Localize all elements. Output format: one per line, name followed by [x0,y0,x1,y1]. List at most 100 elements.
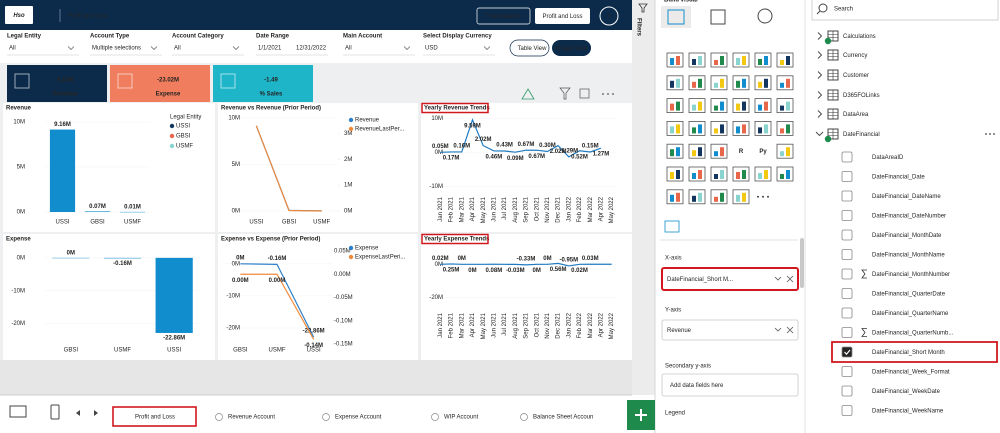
field-name[interactable]: DateFinancial_MonthName [872,253,945,259]
viz-type-icon[interactable] [710,143,728,159]
tab-label[interactable]: Profit and Loss [135,415,175,421]
viz-type-icon[interactable] [776,52,794,68]
viz-type-icon[interactable] [776,166,794,182]
tab-label[interactable]: Balance Sheet Accoun [533,415,593,421]
more-visuals[interactable] [757,195,759,198]
viz-type-icon[interactable] [757,8,773,24]
viz-type-icon[interactable] [732,75,750,91]
viz-type-icon[interactable] [776,98,794,113]
expand-chevron[interactable] [817,32,823,40]
expand-chevron[interactable] [815,131,824,137]
tab-label[interactable]: WIP Account [444,415,479,421]
more-icon[interactable] [607,93,609,95]
next-icon[interactable] [94,410,98,416]
viz-type-icon[interactable] [688,166,706,182]
focus-icon[interactable] [579,88,590,99]
viz-type-icon[interactable] [710,75,728,91]
viz-type-icon[interactable] [710,9,726,25]
help-button[interactable] [599,6,619,26]
field-name[interactable]: DateFinancial_DateNumber [872,214,946,220]
field-checkbox[interactable] [841,229,853,241]
tab-label[interactable]: Revenue Account [228,415,275,421]
field-well[interactable] [661,267,799,291]
filter-value[interactable]: All [174,46,181,52]
tab-label[interactable]: Expense Account [335,415,382,421]
field-name[interactable]: DateFinancial_Short Month [872,350,945,356]
more-icon[interactable] [612,93,614,95]
field-checkbox[interactable] [841,327,853,338]
viz-icon-label[interactable]: R [739,149,744,155]
field-name[interactable]: DateFinancial_DateName [872,194,941,200]
table-name[interactable]: Calculations [843,34,876,40]
viz-type-icon[interactable] [667,9,685,25]
field-name[interactable]: DataAreaID [872,155,904,161]
table-name[interactable]: D365FOLinks [843,93,880,99]
field-well-value[interactable]: DateFinancial_Short M... [667,277,733,283]
viz-type-icon[interactable] [688,52,706,68]
viz-type-icon[interactable] [666,143,684,159]
viz-type-icon[interactable] [754,98,772,113]
nav-button[interactable] [476,7,531,25]
viz-type-icon[interactable] [710,52,728,68]
filters-pane-title[interactable]: Filters [635,18,641,37]
viz-type-icon[interactable] [688,98,706,113]
expand-chevron[interactable] [817,91,823,99]
field-well[interactable] [661,319,799,341]
well-chevron[interactable] [774,327,782,332]
field-checkbox[interactable] [841,249,853,260]
view-button-label[interactable]: Graph View [556,46,588,52]
viz-type-icon[interactable] [666,121,684,136]
filter-icon[interactable] [559,87,571,100]
field-well-value[interactable]: Revenue [667,328,692,334]
more-options[interactable] [985,133,987,135]
field-checkbox[interactable] [841,366,853,377]
nav-button[interactable] [535,8,590,24]
field-name[interactable]: DateFinancial_WeekDate [872,389,941,395]
field-checkbox[interactable] [841,171,853,182]
more-icon[interactable] [602,93,604,95]
more-visuals[interactable] [762,195,764,198]
field-name[interactable]: DateFinancial_Week_Format [872,370,950,376]
expand-chevron[interactable] [817,51,823,59]
viz-type-icon[interactable] [732,98,750,113]
viz-type-icon[interactable] [666,75,684,91]
help-label[interactable]: ? [607,14,611,20]
viz-type-icon[interactable] [710,189,728,205]
viz-type-icon[interactable] [732,166,750,182]
field-checkbox[interactable] [841,210,853,221]
more-options[interactable] [993,133,995,135]
more-options[interactable] [989,133,991,135]
more-visuals[interactable] [767,195,769,198]
view-button[interactable] [509,39,550,57]
field-name[interactable]: DateFinancial_MonthDate [872,233,942,239]
field-checkbox[interactable] [841,268,853,280]
viz-type-icon[interactable] [688,75,706,91]
viz-type-icon[interactable] [664,220,680,233]
filter-value[interactable]: All [9,46,16,52]
viz-type-icon[interactable] [776,75,794,91]
viz-type-icon[interactable] [666,189,684,205]
field-checkbox[interactable] [841,405,853,416]
viz-type-icon[interactable] [776,121,794,136]
remove-field[interactable] [786,326,794,334]
active-tab[interactable] [112,406,197,427]
viz-type-icon[interactable] [732,189,750,205]
field-well[interactable] [661,373,799,397]
field-name[interactable]: DateFinancial_MonthNumber [872,272,950,278]
search-box[interactable] [811,0,999,21]
well-chevron[interactable] [774,276,782,281]
viz-icon-label[interactable]: Py [759,149,767,155]
field-checkbox[interactable] [841,190,853,202]
viz-type-icon[interactable] [666,52,684,68]
remove-field[interactable] [786,275,794,283]
table-name[interactable]: Currency [843,53,867,59]
viz-type-icon[interactable] [754,52,772,68]
field-checkbox[interactable] [841,288,853,299]
viz-type-icon[interactable] [732,52,750,68]
viz-type-icon[interactable] [710,98,728,113]
field-checkbox[interactable] [841,307,853,319]
expand-chevron[interactable] [817,71,823,79]
filter-value[interactable]: 12/31/2022 [296,46,327,52]
field-name[interactable]: DateFinancial_Date [872,175,925,181]
viz-type-icon[interactable] [710,121,728,136]
